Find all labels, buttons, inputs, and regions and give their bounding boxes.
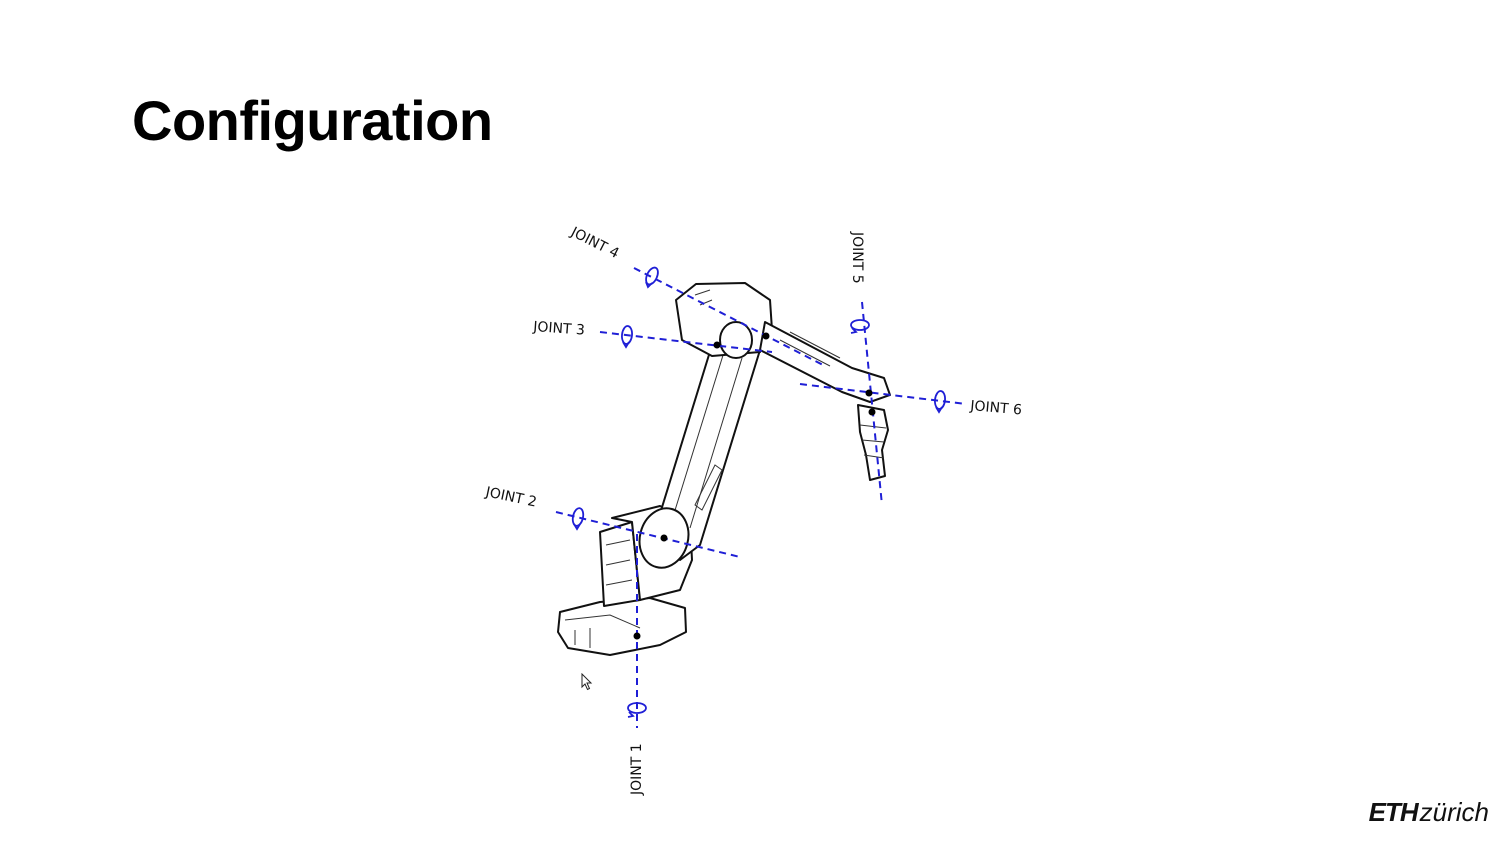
joint3-rotation-icon <box>621 325 633 349</box>
joint1-rotation-icon <box>627 702 647 718</box>
robot-forearm <box>759 321 891 403</box>
mouse-cursor-icon <box>581 673 593 691</box>
rotation-arrows <box>571 266 946 718</box>
joint5-axis <box>861 301 883 506</box>
robot-arm-illustration <box>557 282 891 656</box>
joint5-label: JOINT 5 <box>849 231 865 284</box>
robot-end-effector <box>857 404 889 481</box>
eth-zurich-logo: ETH zürich <box>1369 797 1489 828</box>
joint6-rotation-icon <box>934 390 946 414</box>
robot-base <box>557 597 687 656</box>
joint6-label: JOINT 6 <box>969 398 1023 419</box>
joint4-rotation-icon <box>645 266 659 289</box>
joint2-axis <box>555 511 741 558</box>
joint3-axis <box>599 331 773 353</box>
page-title: Configuration <box>132 89 493 152</box>
joint5-rotation-icon <box>850 319 870 334</box>
joint-centers <box>633 332 876 640</box>
joint6-axis <box>799 383 967 405</box>
logo-zurich-text: zürich <box>1419 797 1489 827</box>
joint2-rotation-icon <box>571 507 585 531</box>
joint3-label: JOINT 3 <box>532 319 586 339</box>
logo-eth-text: ETH <box>1368 797 1419 827</box>
joint2-label: JOINT 2 <box>483 484 538 511</box>
joint4-label: JOINT 4 <box>567 224 621 262</box>
joint-axes <box>555 267 967 728</box>
joint1-label: JOINT 1 <box>629 743 645 796</box>
